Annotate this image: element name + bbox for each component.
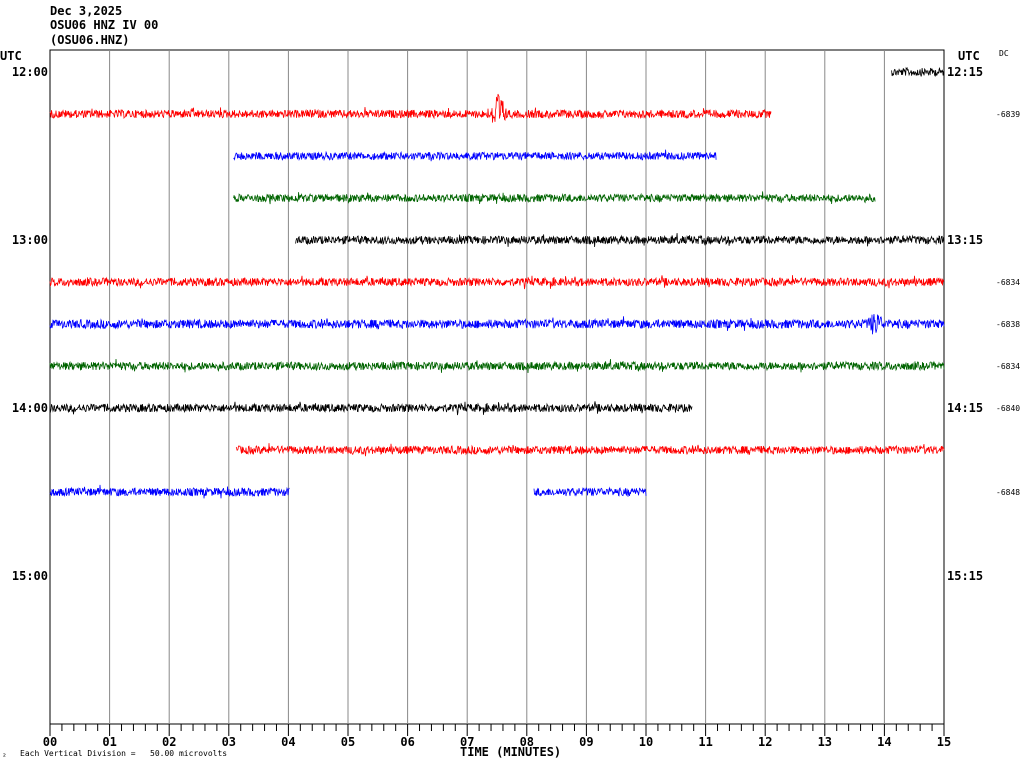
trace-line-row-4	[295, 233, 944, 248]
right-time-label: 13:15	[947, 233, 983, 247]
right-time-label: 12:15	[947, 65, 983, 79]
trace-line-row-0	[891, 66, 944, 78]
x-tick-label: 07	[460, 735, 474, 749]
left-time-label: 12:00	[12, 65, 48, 79]
dc-value-label: -6834	[996, 362, 1020, 371]
x-tick-label: 01	[102, 735, 116, 749]
header-station: OSU06 HNZ IV 00	[50, 18, 159, 32]
x-tick-label: 00	[43, 735, 57, 749]
left-time-label: 15:00	[12, 569, 48, 583]
x-tick-label: 15	[937, 735, 951, 749]
dc-value-label: -6840	[996, 404, 1020, 413]
utc-right-label: UTC	[958, 49, 980, 63]
trace-line-row-1	[49, 93, 772, 123]
trace-line-row-6	[49, 314, 945, 335]
x-tick-label: 12	[758, 735, 772, 749]
trace-line-row-10	[49, 484, 290, 499]
x-axis-title: TIME (MINUTES)	[460, 745, 562, 759]
dc-value-label: -6834	[996, 278, 1020, 287]
dc-value-label: -6839	[996, 110, 1020, 119]
plot-frame	[49, 49, 945, 725]
trace-line-row-9	[235, 443, 945, 457]
trace-line-row-10	[533, 486, 647, 497]
x-tick-label: 04	[281, 735, 295, 749]
dc-label: DC	[999, 49, 1009, 58]
x-tick-label: 06	[400, 735, 414, 749]
scale-note: Each Vertical Division = 50.00 microvolt…	[20, 749, 228, 758]
trace-line-row-7	[49, 358, 945, 374]
left-time-label: 14:00	[12, 401, 48, 415]
x-tick-label: 10	[639, 735, 653, 749]
x-tick-label: 13	[818, 735, 832, 749]
header-channel: (OSU06.HNZ)	[50, 33, 130, 47]
trace-line-row-3	[233, 191, 876, 205]
right-time-label: 15:15	[947, 569, 983, 583]
header-date: Dec 3,2025	[50, 4, 123, 18]
corner-mark: ²	[2, 752, 7, 761]
trace-line-row-8	[49, 401, 693, 416]
x-tick-label: 08	[520, 735, 534, 749]
x-tick-label: 02	[162, 735, 176, 749]
trace-line-row-5	[49, 275, 945, 290]
x-tick-label: 05	[341, 735, 355, 749]
x-tick-label: 03	[222, 735, 236, 749]
trace-line-row-2	[233, 149, 717, 162]
utc-left-label: UTC	[0, 49, 22, 63]
left-time-label: 13:00	[12, 233, 48, 247]
right-time-label: 14:15	[947, 401, 983, 415]
dc-value-label: -6848	[996, 488, 1020, 497]
x-tick-label: 14	[877, 735, 891, 749]
dc-value-label: -6838	[996, 320, 1020, 329]
x-tick-label: 09	[579, 735, 593, 749]
x-tick-label: 11	[698, 735, 712, 749]
